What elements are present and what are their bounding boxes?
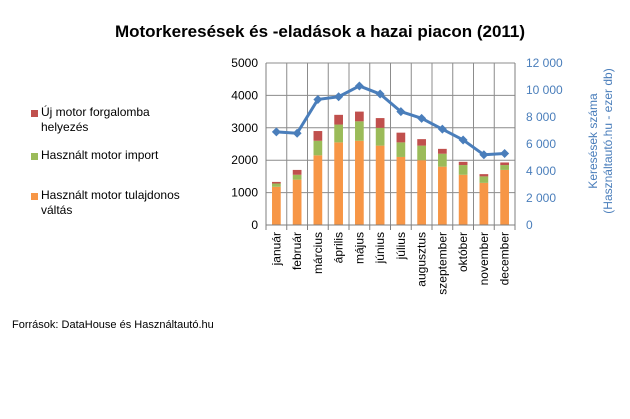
x-tick-label: február: [290, 232, 304, 270]
line-point: [396, 107, 406, 117]
bar-segment-0: [396, 156, 406, 225]
legend-swatch-uj-motor: [31, 110, 38, 117]
x-tick-label: december: [498, 232, 512, 285]
gridlines: [265, 62, 516, 226]
bar-segment-1: [396, 142, 406, 157]
y-right-tick-label: 2 000: [526, 191, 556, 205]
bar-segment-0: [458, 174, 468, 225]
legend-label-tulajdonos: Használt motor tulajdonos váltás: [41, 188, 180, 218]
bar-segment-2: [458, 161, 468, 166]
bar-segment-1: [438, 153, 447, 167]
bar-segment-2: [375, 118, 385, 128]
line-point: [334, 92, 344, 102]
source-note: Források: DataHouse és Használtautó.hu: [12, 319, 214, 331]
legend-uj-motor-line1: Új motor forgalomba: [41, 105, 150, 119]
bar-segment-0: [417, 160, 426, 225]
legend-uj-motor-line2: helyezés: [41, 120, 89, 134]
x-tick-label: május: [352, 232, 366, 264]
bar-segment-2: [272, 181, 281, 184]
axes: [265, 63, 516, 230]
line-point: [417, 113, 427, 123]
y-left-tick-label: 5000: [231, 56, 258, 70]
x-tick-label: november: [477, 232, 491, 285]
bar-segment-1: [272, 183, 281, 187]
legend-label-uj-motor: Új motor forgalomba helyezés: [41, 105, 150, 135]
bar-segment-0: [313, 155, 323, 225]
search-line: [271, 81, 510, 160]
line-point: [479, 150, 489, 160]
line-point: [313, 94, 323, 104]
line-point: [375, 89, 385, 99]
y-right-tick-label: 10 000: [526, 83, 563, 97]
bar-segment-2: [438, 148, 447, 154]
bar-segment-2: [417, 139, 426, 146]
y-right-tick-label: 8 000: [526, 110, 556, 124]
bar-segment-2: [292, 169, 302, 175]
bar-segment-2: [355, 111, 364, 122]
legend-import-line1: Használt motor import: [41, 148, 159, 162]
bar-segment-2: [313, 131, 323, 141]
x-tick-label: július: [394, 232, 408, 260]
tick-labels: 0 1000 2000 3000 4000 5000 0 2 000 4 000 6 000 8 0…: [231, 56, 563, 295]
bars: [272, 111, 509, 225]
bar-segment-2: [479, 174, 489, 177]
y-right-tick-label: 12 000: [526, 56, 563, 70]
legend-tulajdonos-line2: váltás: [41, 203, 73, 217]
bar-segment-1: [417, 145, 426, 161]
bar-segment-0: [500, 169, 509, 225]
line-point: [354, 81, 364, 91]
bar-segment-1: [500, 165, 509, 170]
line-point: [458, 135, 468, 145]
bar-segment-0: [375, 145, 385, 225]
x-tick-label: június: [373, 232, 387, 264]
right-axis-label-line1: Keresések száma: [586, 93, 600, 189]
bar-segment-0: [438, 166, 447, 225]
legend-tulajdonos-line1: Használt motor tulajdonos: [41, 188, 180, 202]
line-path: [276, 84, 505, 157]
bar-segment-2: [500, 162, 509, 166]
x-tick-label: április: [332, 232, 346, 263]
bar-segment-1: [313, 140, 323, 156]
y-left-tick-label: 4000: [231, 88, 258, 102]
bar-segment-1: [292, 174, 302, 180]
bar-segment-1: [334, 124, 343, 143]
y-right-tick-label: 4 000: [526, 164, 556, 178]
x-tick-label: január: [269, 232, 283, 266]
bar-segment-0: [334, 142, 343, 225]
x-tick-label: augusztus: [415, 232, 429, 287]
bar-segment-2: [396, 132, 406, 143]
bar-segment-0: [272, 186, 281, 225]
bar-segment-1: [355, 121, 364, 141]
legend-swatch-tulajdonos: [31, 193, 38, 200]
bar-segment-1: [375, 127, 385, 146]
bar-segment-2: [334, 114, 343, 125]
bar-segment-1: [458, 165, 468, 175]
bar-segment-1: [479, 176, 489, 183]
x-tick-label: október: [456, 232, 470, 272]
y-left-tick-label: 0: [251, 218, 258, 232]
line-point: [500, 148, 510, 158]
y-left-tick-label: 3000: [231, 121, 258, 135]
y-right-tick-label: 6 000: [526, 137, 556, 151]
y-left-tick-label: 2000: [231, 153, 258, 167]
bar-segment-0: [292, 179, 302, 225]
line-point: [292, 128, 302, 138]
chart-title: Motorkeresések és -eladások a hazai piac…: [115, 22, 525, 41]
x-tick-label: március: [311, 232, 325, 274]
y-right-tick-label: 0: [526, 218, 533, 232]
line-point: [437, 124, 447, 134]
line-point: [271, 127, 281, 137]
right-axis-label-line2: (Használtautó.hu - ezer db): [601, 68, 615, 213]
legend-swatch-import: [31, 153, 38, 160]
x-tick-label: szeptember: [435, 232, 449, 295]
legend-label-import: Használt motor import: [41, 148, 158, 163]
y-left-tick-label: 1000: [231, 186, 258, 200]
bar-segment-0: [355, 140, 364, 225]
bar-segment-0: [479, 182, 489, 225]
